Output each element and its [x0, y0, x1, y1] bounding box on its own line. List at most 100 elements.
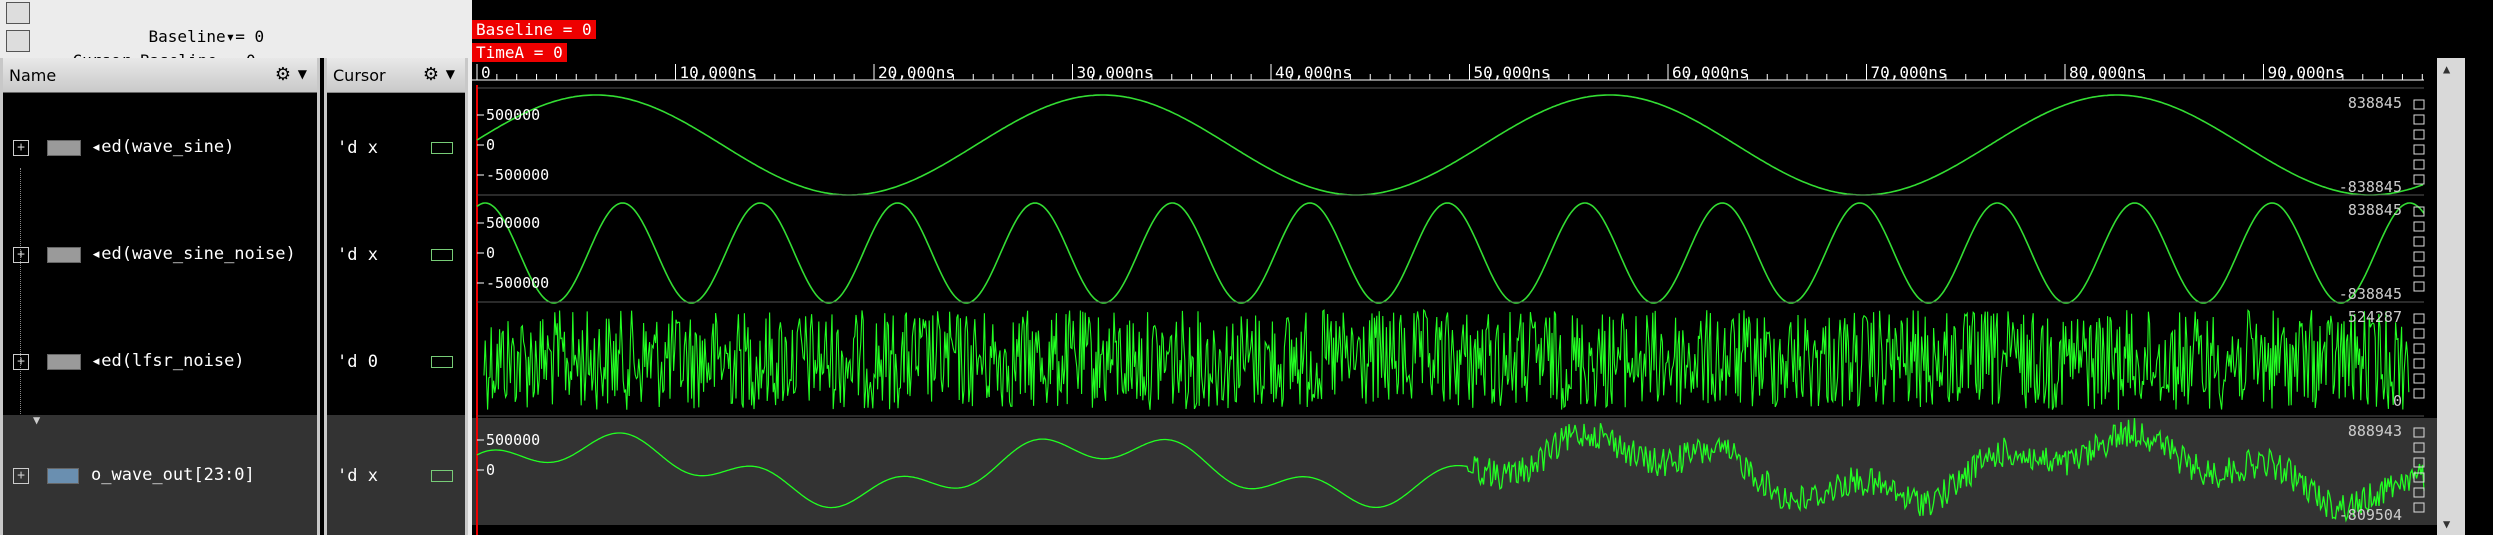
cursor-panel: Cursor ⚙ ▼ 'd x 'd x 'd 0 'd x [324, 58, 468, 535]
vertical-scrollbar[interactable]: ▲ ▼ [2437, 58, 2465, 535]
zoom-control-icon[interactable] [2413, 343, 2425, 354]
zoom-control-icon[interactable] [2413, 266, 2425, 277]
baseline-toolbar: Baseline▾= 0 Cursor-Baseline▾= 0 [0, 0, 468, 70]
zoom-control-icon[interactable] [2413, 457, 2425, 468]
zoom-control-icon[interactable] [2413, 442, 2425, 453]
zoom-control-icon[interactable] [2413, 373, 2425, 384]
chevron-down-icon[interactable]: ▼ [445, 67, 455, 81]
zoom-control-icon[interactable] [2413, 328, 2425, 339]
expand-icon[interactable]: + [13, 247, 29, 263]
ruler-tick-label: 20,000ns [878, 63, 955, 82]
name-panel: Name ⚙ ▼ + ◂ed(wave_sine) + ◂ed(wave_sin… [0, 58, 320, 535]
signal-row-selected[interactable]: ▼ + o_wave_out[23:0] [3, 413, 317, 535]
bus-signal-icon [47, 468, 79, 484]
collapse-icon[interactable]: ◂ [91, 351, 102, 371]
gear-icon[interactable]: ⚙ [274, 64, 291, 85]
panel-divider[interactable] [468, 0, 472, 535]
y-max-label: 524287 [2348, 308, 2402, 326]
ruler-tick-label: 40,000ns [1275, 63, 1352, 82]
name-header-label: Name [9, 66, 57, 85]
ruler-tick-label: 70,000ns [1871, 63, 1948, 82]
signal-name: ed(lfsr_noise) [101, 351, 245, 371]
baseline-value: = 0 [235, 27, 265, 46]
ruler-tick-label: 30,000ns [1077, 63, 1154, 82]
zoom-control-icon[interactable] [2413, 502, 2425, 513]
scroll-down-icon[interactable]: ▼ [2443, 517, 2451, 531]
signal-name: ed(wave_sine_noise) [101, 244, 296, 264]
baseline-marker-label[interactable]: Baseline = 0 [472, 20, 596, 39]
ruler-tick-label: 10,000ns [680, 63, 757, 82]
zoom-control-icon[interactable] [2413, 358, 2425, 369]
wave-sine-noise-trace [476, 202, 2425, 304]
y-axis-label: 500000 [486, 431, 540, 449]
zoom-control-icon[interactable] [2413, 114, 2425, 125]
waveform-format-icon[interactable] [431, 470, 453, 482]
ruler-tick-label: 80,000ns [2069, 63, 2146, 82]
waveform-canvas[interactable]: 0 10,000ns 20,000ns 30,000ns 40,000ns 50,000n… [472, 0, 2437, 535]
zoom-control-icon[interactable] [2413, 251, 2425, 262]
y-min-label: 0 [2393, 392, 2402, 410]
waveform-area[interactable]: Baseline = 0 TimeA = 0 0 10,000ns 20,000ns… [472, 0, 2465, 535]
ruler-tick-label: 0 [481, 63, 491, 82]
ruler-tick-label: 90,000ns [2268, 63, 2345, 82]
analog-signal-icon [47, 247, 81, 263]
ruler-tick-label: 50,000ns [1474, 63, 1551, 82]
collapse-icon[interactable]: ◂ [91, 244, 102, 264]
zoom-control-icon[interactable] [2413, 236, 2425, 247]
zoom-control-icon[interactable] [2413, 472, 2425, 483]
zoom-control-icon[interactable] [2413, 99, 2425, 110]
waveform-format-icon[interactable] [431, 356, 453, 368]
cursor-row: 'd x [327, 201, 465, 308]
y-min-label: -838845 [2339, 285, 2402, 303]
signal-row[interactable]: + ◂ed(wave_sine_noise) [3, 201, 317, 308]
cursor-row-selected: 'd x [327, 415, 465, 535]
expand-icon[interactable]: + [13, 140, 29, 156]
collapse-icon[interactable]: ◂ [91, 137, 102, 157]
analog-signal-icon [47, 354, 81, 370]
cursor-value: 'd x [337, 138, 378, 158]
cursor-value: 'd x [337, 245, 378, 265]
expand-icon[interactable]: + [13, 468, 29, 484]
zoom-control-icon[interactable] [2413, 206, 2425, 217]
zoom-control-icon[interactable] [2413, 129, 2425, 140]
y-max-label: 888943 [2348, 422, 2402, 440]
chevron-down-icon[interactable]: ▼ [297, 67, 307, 81]
signal-row[interactable]: + ◂ed(lfsr_noise) [3, 308, 317, 415]
cursor-icon[interactable] [6, 30, 30, 52]
waveform-format-icon[interactable] [431, 142, 453, 154]
zoom-control-icon[interactable] [2413, 144, 2425, 155]
analog-signal-icon [47, 140, 81, 156]
zoom-control-icon[interactable] [2413, 388, 2425, 399]
baseline-label: Baseline [148, 27, 226, 46]
scroll-up-icon[interactable]: ▲ [2443, 62, 2451, 76]
y-axis-label: 0 [486, 461, 495, 479]
timea-marker-label[interactable]: TimeA = 0 [472, 43, 567, 62]
name-panel-header: Name ⚙ ▼ [3, 58, 317, 93]
y-min-label: -809504 [2339, 506, 2402, 524]
cursor-value: 'd 0 [337, 352, 378, 372]
signal-name: ed(wave_sine) [101, 137, 235, 157]
y-axis-label: -500000 [486, 274, 549, 292]
insert-marker-icon: ▼ [33, 413, 41, 427]
selected-row-background [472, 418, 2437, 525]
y-max-label: 838845 [2348, 94, 2402, 112]
y-min-label: -838845 [2339, 178, 2402, 196]
zoom-control-icon[interactable] [2413, 487, 2425, 498]
signal-row[interactable]: + ◂ed(wave_sine) [3, 94, 317, 201]
zoom-control-icon[interactable] [2413, 159, 2425, 170]
wave-sine-trace [476, 94, 2424, 196]
waveform-format-icon[interactable] [431, 249, 453, 261]
gear-icon[interactable]: ⚙ [422, 64, 439, 85]
zoom-control-icon[interactable] [2413, 221, 2425, 232]
expand-icon[interactable]: + [13, 354, 29, 370]
cursor-row: 'd x [327, 94, 465, 201]
cursor-header-label: Cursor [333, 66, 386, 85]
zoom-control-icon[interactable] [2413, 281, 2425, 292]
baseline-dropdown-icon[interactable]: ▾ [225, 27, 236, 46]
zoom-control-icon[interactable] [2413, 174, 2425, 185]
wave-out-trace [476, 418, 2425, 523]
ruler-tick-label: 60,000ns [1672, 63, 1749, 82]
zoom-control-icon[interactable] [2413, 427, 2425, 438]
zoom-icon[interactable] [6, 2, 30, 24]
zoom-control-icon[interactable] [2413, 313, 2425, 324]
